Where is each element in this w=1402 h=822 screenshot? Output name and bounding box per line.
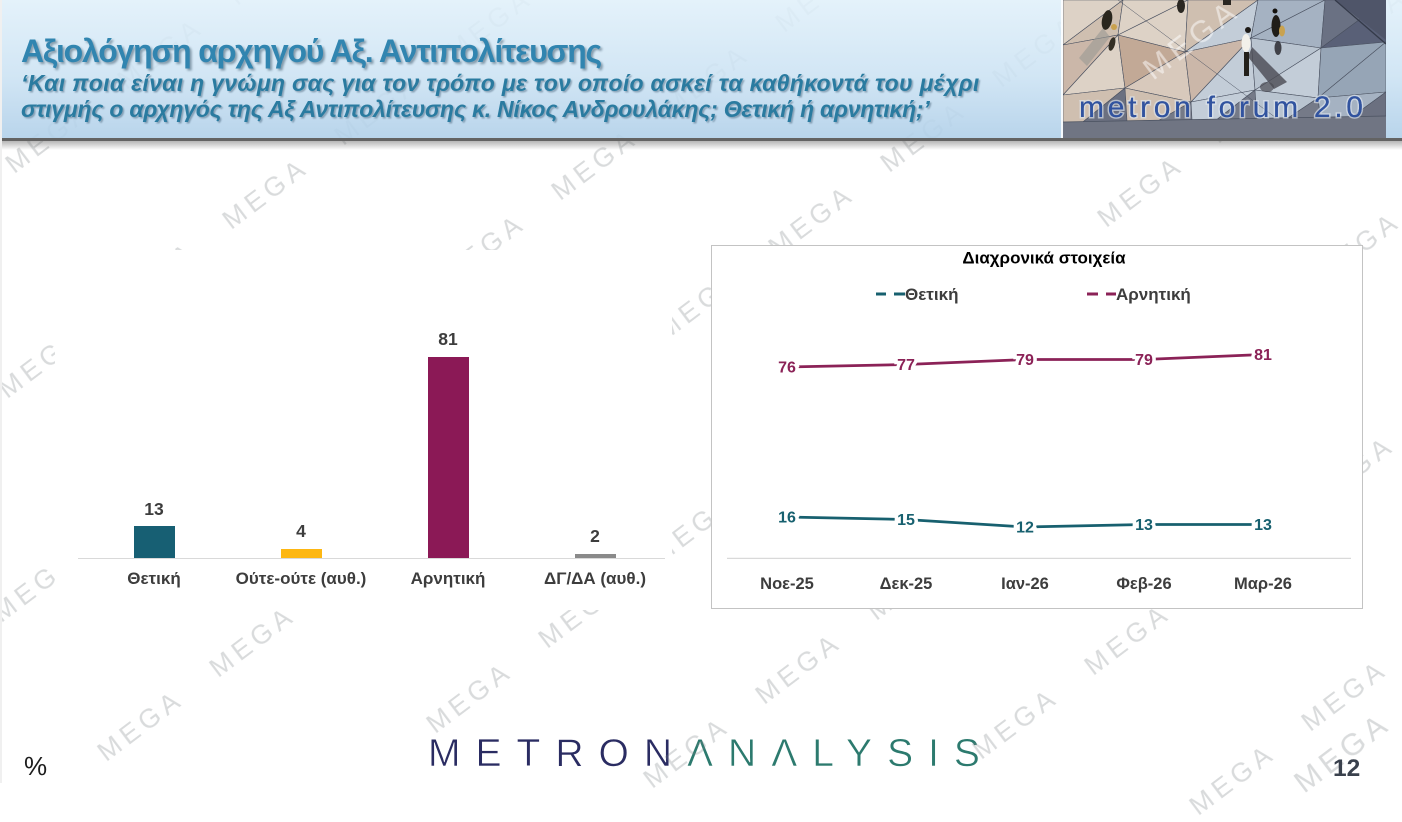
svg-text:79: 79: [1016, 352, 1034, 369]
svg-text:metron forum 2.0: metron forum 2.0: [1079, 91, 1367, 124]
svg-text:metron forum 2.0: metron forum 2.0: [1079, 91, 1367, 124]
svg-text:13: 13: [1254, 517, 1272, 534]
svg-text:81: 81: [1254, 347, 1272, 364]
svg-text:Νοε-25: Νοε-25: [760, 575, 814, 593]
svg-text:79: 79: [1135, 352, 1153, 369]
svg-text:Θετική: Θετική: [905, 285, 958, 304]
svg-text:Δεκ-25: Δεκ-25: [880, 575, 933, 593]
svg-text:Μαρ-26: Μαρ-26: [1234, 575, 1292, 593]
svg-text:16: 16: [778, 510, 796, 527]
svg-text:76: 76: [778, 360, 796, 377]
svg-text:Αρνητική: Αρνητική: [1116, 285, 1191, 304]
svg-text:Ιαν-26: Ιαν-26: [1001, 575, 1049, 593]
svg-text:77: 77: [897, 357, 915, 374]
svg-text:15: 15: [897, 512, 915, 529]
svg-text:13: 13: [1135, 517, 1153, 534]
svg-text:Φεβ-26: Φεβ-26: [1116, 575, 1171, 593]
svg-text:12: 12: [1016, 520, 1034, 537]
svg-text:Διαχρονικά στοιχεία: Διαχρονικά στοιχεία: [962, 249, 1126, 268]
